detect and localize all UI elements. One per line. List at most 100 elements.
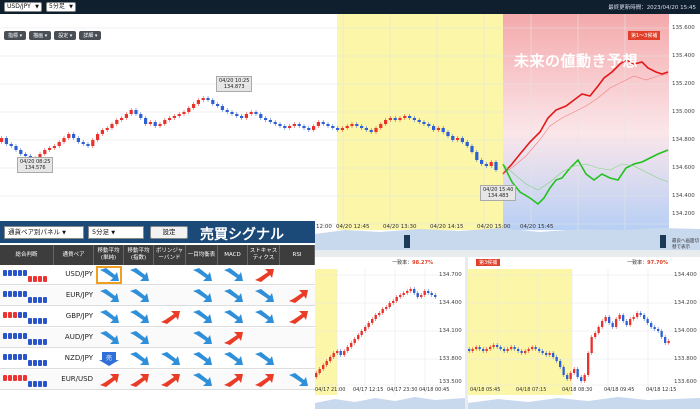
y-tick: 134.200 xyxy=(674,300,697,306)
column-header: 移動平均(単純) xyxy=(94,245,124,265)
x-tick: 12:00 xyxy=(316,224,332,230)
top-toolbar: USD/JPY ▼ 5分足 ▼ 最終更新時間：2023/04/20 15:45 xyxy=(0,0,700,14)
panel-pair-select[interactable]: 通貨ペア別パネル ▼ xyxy=(4,226,84,239)
candle xyxy=(86,144,90,146)
x-tick: 04/20 14:15 xyxy=(430,224,464,230)
pair-select[interactable]: USD/JPY ▼ xyxy=(4,2,42,12)
signal-panel: 通貨ペア別パネル ▼ 5分足 ▼ 設定 売買シグナル 総合判断 通貨ペア 移動平均(… xyxy=(0,221,315,409)
candle xyxy=(520,351,523,353)
x-tick: 04/18 09:45 xyxy=(604,387,635,393)
candle xyxy=(144,118,148,124)
candle xyxy=(91,140,95,146)
candle xyxy=(345,126,349,128)
candle xyxy=(163,120,167,124)
y-tick: 133.800 xyxy=(439,356,462,362)
candle xyxy=(611,323,614,327)
candle xyxy=(316,122,320,126)
forecast-line-red-thin-1 xyxy=(502,73,669,175)
candle xyxy=(67,134,71,138)
candidate-chart-1[interactable]: 一致率：98.27% 134.700 134.400 134.100 133.8… xyxy=(315,257,465,409)
signal-row[interactable]: EUR/USD xyxy=(0,370,315,390)
y-tick: 135.400 xyxy=(672,53,695,59)
candle xyxy=(321,122,325,124)
candle xyxy=(399,295,402,297)
candle xyxy=(480,160,484,164)
signal-row[interactable]: GBP/JPY xyxy=(0,307,315,327)
indicator-button[interactable]: 詳細 ▾ xyxy=(79,31,102,40)
arrow-down-icon xyxy=(128,268,150,282)
interval-select-value: 5分足 xyxy=(49,3,65,10)
candle xyxy=(24,154,28,156)
overall-gauge xyxy=(3,331,51,345)
candle xyxy=(590,337,593,353)
candle xyxy=(517,349,520,351)
candle xyxy=(393,118,397,120)
candle xyxy=(153,122,157,126)
indicator-button[interactable]: 描画 ▾ xyxy=(29,31,52,40)
panel-interval-select[interactable]: 5分足 ▼ xyxy=(88,226,144,239)
signal-row[interactable]: USD/JPY xyxy=(0,265,315,285)
match-rate-label: 一致率：97.70% xyxy=(627,260,668,266)
interval-select[interactable]: 5分足 ▼ xyxy=(46,2,76,12)
candle xyxy=(432,126,436,130)
x-tick: 04/17 23:30 xyxy=(387,387,418,393)
candle xyxy=(436,128,440,130)
pair-label: GBP/JPY xyxy=(65,312,93,320)
signal-row[interactable]: EUR/JPY xyxy=(0,286,315,306)
pair-label: AUD/JPY xyxy=(64,333,93,341)
candidate-chart-3[interactable]: 第3候補 一致率：97.70% 134.400 134.200 134.000 … xyxy=(468,257,700,409)
candle xyxy=(470,146,474,152)
candle xyxy=(211,100,215,104)
candle xyxy=(19,150,23,154)
navigator-handle-left[interactable] xyxy=(404,235,410,248)
candle xyxy=(230,112,234,114)
candle xyxy=(355,124,359,126)
y-tick: 134.000 xyxy=(674,328,697,334)
candle xyxy=(413,289,416,293)
signal-row[interactable]: AUD/JPY xyxy=(0,328,315,348)
chevron-down-icon: ▼ xyxy=(35,4,39,10)
y-tick: 134.400 xyxy=(439,300,462,306)
candle xyxy=(134,110,138,114)
y-tick: 135.600 xyxy=(672,25,695,31)
candle xyxy=(398,118,402,120)
signal-row[interactable]: NZD/JPY 売 xyxy=(0,349,315,369)
candle xyxy=(618,315,621,319)
candle xyxy=(417,120,421,122)
arrow-down-icon xyxy=(128,352,150,366)
candle xyxy=(343,351,346,355)
candle xyxy=(326,124,330,126)
arrow-up-icon xyxy=(128,373,150,387)
arrow-down-icon xyxy=(191,289,213,303)
candle xyxy=(492,345,495,347)
indicator-button[interactable]: 指標 ▾ xyxy=(4,31,27,40)
candle xyxy=(43,150,47,154)
candle xyxy=(583,375,586,381)
candle xyxy=(196,100,200,104)
candle xyxy=(110,124,114,128)
display-toggle-button[interactable]: 最良へ画面切替で表示 xyxy=(672,239,699,250)
arrow-up-icon xyxy=(253,373,275,387)
arrow-down-icon xyxy=(96,266,122,284)
candle xyxy=(441,128,445,132)
candle xyxy=(72,134,76,138)
navigator-handle-right[interactable] xyxy=(660,235,666,248)
candle xyxy=(499,347,502,349)
chevron-down-icon: ▼ xyxy=(69,4,73,10)
candle xyxy=(206,98,210,100)
candle xyxy=(566,375,569,379)
candle xyxy=(636,313,639,317)
settings-button[interactable]: 設定 xyxy=(150,226,188,239)
candle xyxy=(534,347,537,349)
y-tick: 134.400 xyxy=(672,193,695,199)
overall-gauge xyxy=(3,268,51,282)
empty-signal xyxy=(287,331,309,345)
main-price-chart[interactable]: 指標 ▾ 描画 ▾ 設定 ▾ 詳細 ▾ 第1～3候補 未来の値動き予想 135.… xyxy=(0,14,700,250)
arrow-down-icon xyxy=(253,310,275,324)
candle xyxy=(538,349,541,351)
candle xyxy=(52,146,56,148)
arrow-down-icon xyxy=(287,373,309,387)
x-tick: 04/18 08:30 xyxy=(562,387,593,393)
arrow-down-icon xyxy=(191,331,213,345)
indicator-button[interactable]: 設定 ▾ xyxy=(54,31,77,40)
